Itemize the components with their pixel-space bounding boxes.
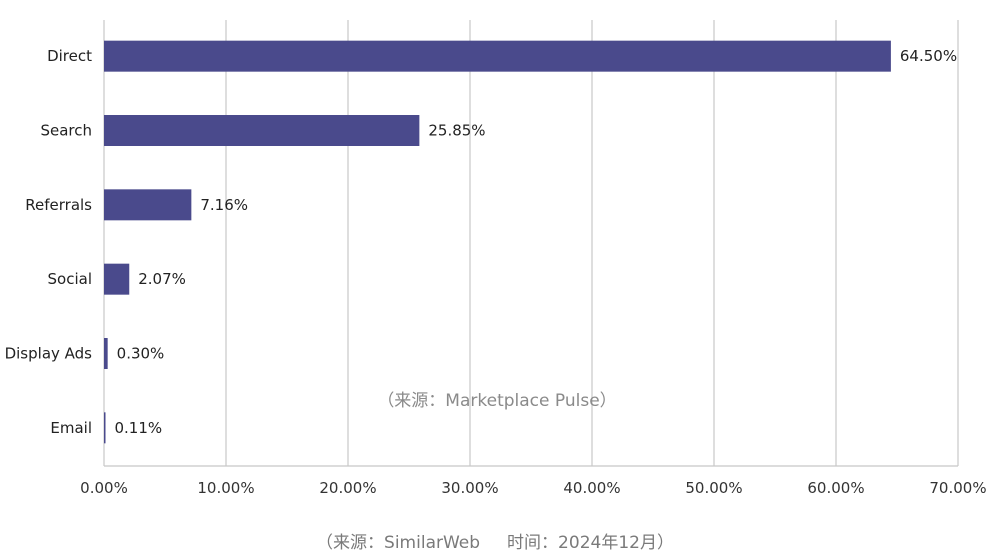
bar-chart: 64.50% 25.85% 7.16% 2.07% 0.30% 0.11% Direct S… bbox=[5, 20, 987, 497]
bar-direct bbox=[104, 40, 891, 72]
source-note: （来源：SimilarWeb 时间：2024年12月） bbox=[316, 533, 674, 553]
category-label-referrals: Referrals bbox=[25, 196, 92, 214]
x-tick-label-3: 30.00% bbox=[441, 479, 498, 497]
data-label-email: 0.11% bbox=[115, 419, 163, 437]
grid-lines bbox=[103, 20, 959, 467]
x-tick-label-7: 70.00% bbox=[929, 479, 986, 497]
data-label-search: 25.85% bbox=[428, 122, 485, 140]
data-label-direct: 64.50% bbox=[900, 47, 957, 65]
x-tick-label-6: 60.00% bbox=[807, 479, 864, 497]
category-label-search: Search bbox=[40, 122, 92, 140]
category-label-direct: Direct bbox=[47, 47, 92, 65]
chart-annotation: （来源：Marketplace Pulse） bbox=[377, 391, 616, 411]
bar-social bbox=[104, 263, 130, 295]
data-labels: 64.50% 25.85% 7.16% 2.07% 0.30% 0.11% bbox=[115, 47, 958, 437]
category-label-display-ads: Display Ads bbox=[5, 345, 93, 363]
category-label-email: Email bbox=[50, 419, 92, 437]
x-tick-label-2: 20.00% bbox=[319, 479, 376, 497]
x-tick-label-5: 50.00% bbox=[685, 479, 742, 497]
data-label-display-ads: 0.30% bbox=[117, 345, 165, 363]
bar-display-ads bbox=[104, 338, 108, 369]
x-tick-labels: 0.00% 10.00% 20.00% 30.00% 40.00% 50.00% 60.00… bbox=[80, 479, 986, 497]
category-label-social: Social bbox=[48, 270, 92, 288]
data-label-social: 2.07% bbox=[138, 270, 186, 288]
data-label-referrals: 7.16% bbox=[200, 196, 248, 214]
category-labels: Direct Search Referrals Social Display Ads Em… bbox=[5, 47, 93, 437]
x-tick-label-1: 10.00% bbox=[197, 479, 254, 497]
bar-search bbox=[104, 115, 420, 146]
bars bbox=[104, 40, 891, 444]
x-tick-label-4: 40.00% bbox=[563, 479, 620, 497]
bar-email bbox=[104, 412, 106, 444]
bar-referrals bbox=[104, 189, 192, 221]
x-tick-label-0: 0.00% bbox=[80, 479, 128, 497]
